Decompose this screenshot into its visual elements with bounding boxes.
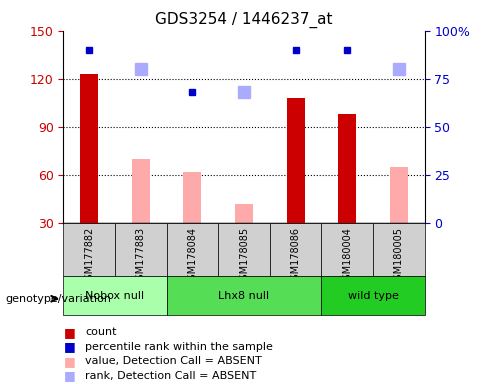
Bar [63, 276, 166, 315]
Text: Nobox null: Nobox null [85, 291, 144, 301]
Text: GSM178085: GSM178085 [239, 227, 249, 286]
Text: count: count [85, 327, 117, 337]
Bar [63, 223, 115, 276]
Title: GDS3254 / 1446237_at: GDS3254 / 1446237_at [155, 12, 333, 28]
Bar [166, 223, 218, 276]
Bar [218, 223, 270, 276]
Bar [338, 114, 356, 223]
Text: Lhx8 null: Lhx8 null [219, 291, 269, 301]
Bar [132, 159, 150, 223]
Text: value, Detection Call = ABSENT: value, Detection Call = ABSENT [85, 356, 262, 366]
Text: GSM177883: GSM177883 [136, 227, 146, 286]
Text: GSM178086: GSM178086 [290, 227, 301, 286]
Bar [390, 167, 408, 223]
Text: rank, Detection Call = ABSENT: rank, Detection Call = ABSENT [85, 371, 257, 381]
Bar [322, 276, 425, 315]
Text: ■: ■ [63, 369, 75, 382]
Bar [373, 223, 425, 276]
Bar [166, 276, 322, 315]
Bar [80, 74, 98, 223]
Bar [235, 204, 253, 223]
Text: GSM180005: GSM180005 [394, 227, 404, 286]
Text: ■: ■ [63, 340, 75, 353]
Text: GSM177882: GSM177882 [84, 227, 94, 286]
Bar [322, 223, 373, 276]
Text: wild type: wild type [347, 291, 398, 301]
Text: genotype/variation: genotype/variation [5, 294, 111, 304]
Text: ■: ■ [63, 355, 75, 368]
Bar [183, 172, 202, 223]
Bar [270, 223, 322, 276]
Text: GSM178084: GSM178084 [187, 227, 198, 286]
Text: percentile rank within the sample: percentile rank within the sample [85, 342, 273, 352]
Bar [286, 98, 305, 223]
Text: GSM180004: GSM180004 [342, 227, 352, 286]
Bar [115, 223, 166, 276]
Text: ■: ■ [63, 326, 75, 339]
